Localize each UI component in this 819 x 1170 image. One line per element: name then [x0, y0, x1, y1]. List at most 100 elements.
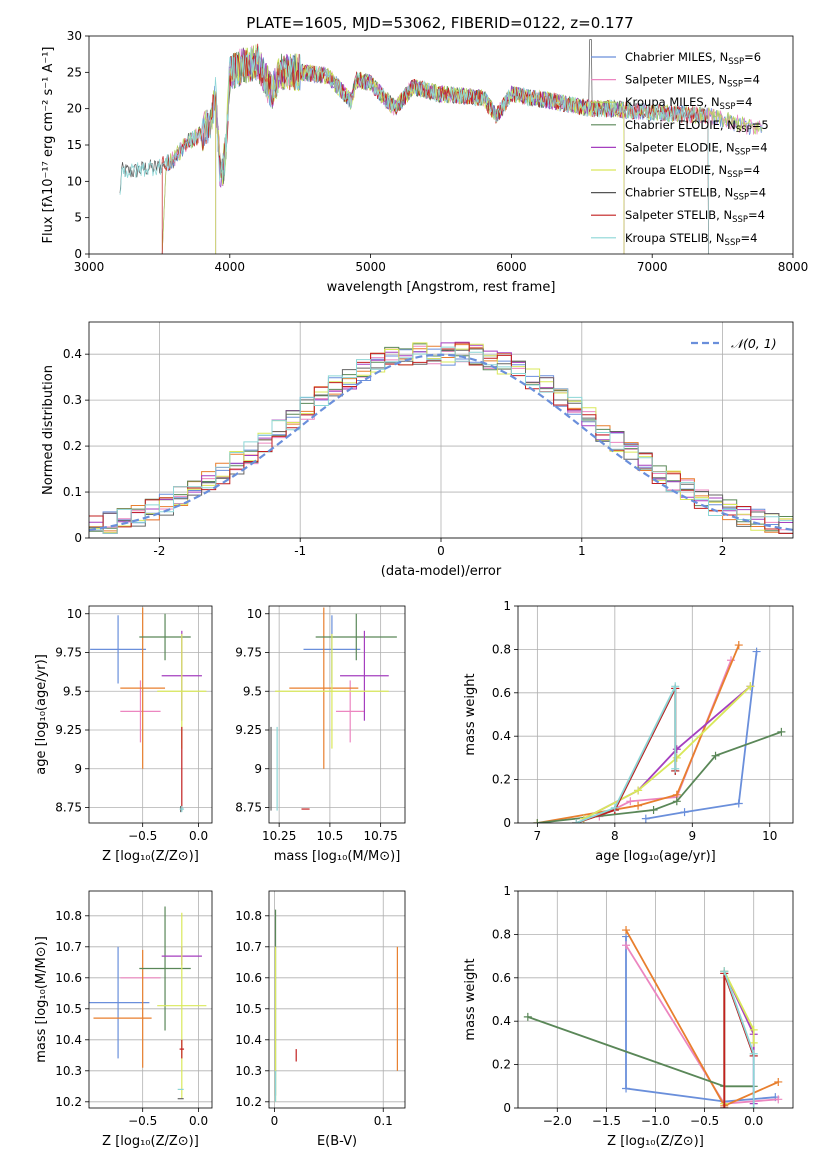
legend-label-sub: SSP: [728, 57, 744, 67]
y-tick-label: 0.2: [492, 773, 511, 787]
y-tick-label: 10.4: [235, 1033, 262, 1047]
panel-mass_weight_vs_age: 7 8 9 10 0 0.2 0.4 0.6 0.8 1 age [log₁₀(age/yr)] ma…: [463, 599, 794, 864]
legend-label-text: Kroupa ELODIE, N: [625, 163, 727, 177]
grid-lines: [89, 606, 212, 823]
grid-lines: [89, 891, 212, 1108]
grid-lines: [518, 890, 793, 1109]
x-tick-label: 0: [271, 1114, 279, 1128]
ticks: −0.5 0.0 10.2 10.3 10.4 10.5 10.6 10.7 10.8: [55, 909, 208, 1128]
x-tick-label: −0.5: [128, 1114, 157, 1128]
ticks: 3000 4000 5000 6000 7000 8000 0 5 10 15 20 25 30: [67, 29, 809, 274]
x-tick-label: 8: [611, 829, 619, 843]
legend: 𝒩(0, 1): [691, 336, 777, 351]
legend-label: Kroupa MILES, NSSP=4: [625, 95, 752, 112]
y-tick-label: 0.2: [492, 1058, 511, 1072]
x-tick-label: 5000: [355, 260, 386, 274]
plus-marker: [746, 682, 755, 691]
plus-marker: [720, 1104, 729, 1108]
plus-marker: [672, 745, 681, 754]
legend-label-text: Salpeter ELODIE, N: [625, 140, 735, 154]
x-tick-label: 1: [578, 544, 586, 558]
legend-label-eq: =4: [743, 163, 760, 177]
plus-marker: [649, 805, 658, 814]
legend-label-text: Salpeter MILES, N: [625, 73, 727, 87]
x-axis-label: E(B-V): [317, 1134, 357, 1149]
plus-marker: [671, 764, 680, 773]
y-tick-label: 9: [74, 762, 82, 776]
x-axis-label: Z [log₁₀(Z/Z⊙)]: [102, 1134, 199, 1149]
axes-frame: [517, 605, 794, 824]
legend-label-sub: SSP: [720, 102, 736, 112]
y-tick-label: 9.25: [235, 723, 262, 737]
axes-frame: [88, 890, 213, 1109]
plus-marker: [533, 819, 542, 823]
plus-marker: [671, 682, 680, 691]
plus-marker: [734, 799, 743, 808]
y-axis-label: age [log₁₀(age/yr)]: [34, 654, 49, 775]
ticks: 7 8 9 10 0 0.2 0.4 0.6 0.8 1: [492, 599, 777, 843]
x-tick-label: 6000: [496, 260, 527, 274]
x-tick-label: 7000: [637, 260, 668, 274]
y-tick-label: 10.6: [235, 971, 262, 985]
y-axis-label: mass weight: [463, 673, 478, 755]
x-tick-label: 2: [719, 544, 727, 558]
axes-frame: [88, 605, 213, 824]
x-axis-label: Z [log₁₀(Z/Z⊙)]: [102, 849, 199, 864]
legend-label-sub: SSP: [733, 193, 749, 203]
legend-label: Salpeter STELIB, NSSP=4: [625, 208, 765, 225]
y-tick-label: 0.2: [63, 439, 82, 453]
legend-label-sub: SSP: [735, 147, 751, 157]
mass-weight-line: [723, 970, 755, 1108]
y-tick-label: 1: [503, 884, 511, 898]
panel-age_vs_mass: 10.25 10.5 10.75 8.75 9 9.25 9.5 9.75 10 mass [lo…: [235, 605, 406, 864]
plus-marker: [749, 1025, 758, 1034]
axes-frame: [88, 321, 794, 539]
plus-marker: [749, 1104, 758, 1108]
plot-area: [89, 341, 793, 534]
panel-residuals: -2 -1 0 1 2 0 0.1 0.2 0.3 0.4 (data-model)/error No…: [41, 321, 794, 579]
y-tick-label: 10.5: [55, 1002, 82, 1016]
plot-area: [90, 607, 207, 813]
x-tick-label: 0.0: [189, 1114, 208, 1128]
plus-marker: [622, 941, 631, 950]
y-tick-label: 10.8: [235, 909, 262, 923]
y-tick-label: 10.8: [55, 909, 82, 923]
y-tick-label: 0.8: [492, 927, 511, 941]
grid-lines: [269, 606, 405, 823]
x-tick-label: 0.0: [744, 1114, 763, 1128]
x-tick-label: 3000: [74, 260, 105, 274]
y-tick-label: 10: [67, 174, 82, 188]
mass-weight-line: [723, 970, 755, 1104]
y-tick-label: 0.8: [492, 642, 511, 656]
plus-marker: [720, 967, 729, 976]
x-axis-label: mass [log₁₀(M/M⊙)]: [274, 849, 401, 864]
legend-label-text: Chabrier ELODIE, N: [625, 118, 736, 132]
legend-label-sub: SSP: [727, 80, 743, 90]
plus-marker: [680, 808, 689, 817]
grid-lines: [518, 605, 793, 824]
axes-frame: [268, 890, 406, 1109]
plus-marker: [622, 1084, 631, 1093]
y-tick-label: 0.4: [492, 1014, 511, 1028]
plot-area: [533, 641, 786, 823]
plot-area: [270, 607, 397, 811]
legend-label-text: Kroupa MILES, N: [625, 95, 720, 109]
y-tick-label: 10: [67, 607, 82, 621]
legend-label: Salpeter ELODIE, NSSP=4: [625, 140, 768, 157]
mass-weight-line: [625, 936, 776, 1103]
y-tick-label: 0.6: [492, 971, 511, 985]
x-tick-label: 9: [688, 829, 696, 843]
mass-weight-line: [537, 644, 740, 823]
plot-area: [119, 39, 763, 254]
y-tick-label: 30: [67, 29, 82, 43]
x-tick-label: 0.1: [374, 1114, 393, 1128]
y-tick-label: 9.5: [63, 684, 82, 698]
y-axis-label: mass weight: [463, 958, 478, 1040]
legend-label-sub: SSP: [725, 238, 741, 248]
ticks: −0.5 0.0 8.75 9 9.25 9.5 9.75 10: [55, 607, 208, 843]
figure-title: PLATE=1605, MJD=53062, FIBERID=0122, z=0…: [246, 14, 633, 32]
plus-marker: [672, 797, 681, 806]
legend-label: Chabrier MILES, NSSP=6: [625, 50, 761, 67]
y-tick-label: 0: [503, 816, 511, 830]
